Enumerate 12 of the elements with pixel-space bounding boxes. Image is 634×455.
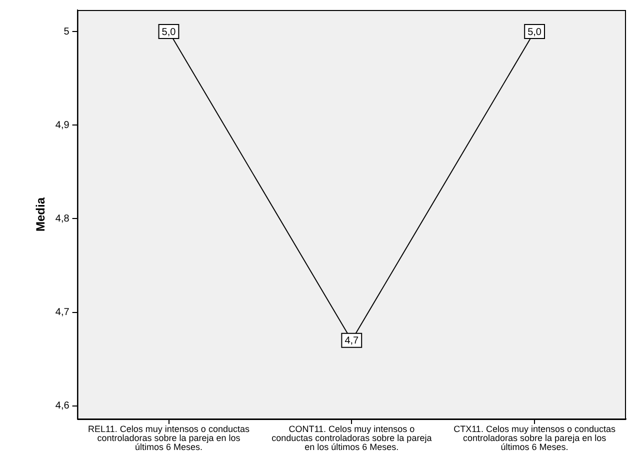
y-tick-label: 4,9 — [55, 120, 70, 131]
y-tick-label: 4,7 — [55, 307, 70, 318]
x-tick-label: CTX11. Celos muy intensos o conductas controladoras sobre la pareja en los últimos 6 Meses. — [454, 424, 616, 452]
x-tick-label: CONT11. Celos muy intensos o conductas controladoras sobre la pareja en los últimos 6 Meses. — [272, 424, 432, 452]
data-label: 5,0 — [162, 26, 176, 38]
data-label: 4,7 — [344, 336, 360, 347]
y-tick-label: 5 — [64, 26, 70, 38]
x-tick-label: REL11. Celos muy intensos o conductas controladoras sobre la pareja en los últimos 6 Meses. — [88, 424, 250, 452]
y-tick-label: 4,6 — [55, 400, 70, 412]
y-tick-label: 4,8 — [55, 213, 70, 224]
data-label: 5,0 — [528, 26, 542, 38]
y-axis-title: Media — [34, 197, 48, 232]
